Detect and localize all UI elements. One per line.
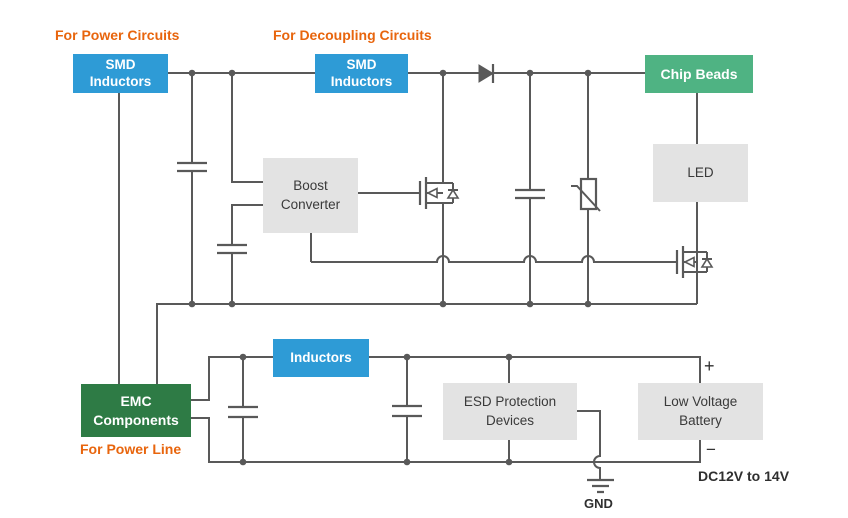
block-low-voltage-battery: Low Voltage Battery: [638, 383, 763, 440]
block-smd-inductors-decoupling[interactable]: SMD Inductors: [315, 54, 408, 93]
block-smd-inductors-power[interactable]: SMD Inductors: [73, 54, 168, 93]
capacitor-symbol: [392, 357, 422, 462]
ground-label: GND: [584, 496, 613, 511]
junction-dots: [188, 69, 592, 466]
capacitor-symbol: [515, 188, 545, 200]
block-emc-components[interactable]: EMC Components: [81, 384, 191, 437]
block-boost-converter: Boost Converter: [263, 158, 358, 233]
capacitor-symbol: [177, 161, 207, 173]
mosfet-symbol: [675, 246, 714, 278]
label-for-power-line: For Power Line: [80, 441, 182, 457]
wires: [118, 72, 701, 479]
mosfet-symbol: [418, 177, 460, 209]
block-esd-protection-devices: ESD Protection Devices: [443, 383, 577, 440]
capacitor-symbol: [228, 357, 258, 462]
label-for-power-circuits: For Power Circuits: [55, 27, 180, 43]
battery-negative-terminal-label: −: [706, 440, 716, 459]
capacitor-symbol: [217, 243, 247, 255]
block-led: LED: [653, 144, 748, 202]
block-inductors[interactable]: Inductors: [273, 339, 369, 377]
block-chip-beads[interactable]: Chip Beads: [645, 55, 753, 93]
battery-voltage-label: DC12V to 14V: [698, 468, 790, 484]
diode-symbol: [478, 64, 495, 83]
ground-symbol: [587, 478, 614, 494]
battery-positive-terminal-label: +: [704, 356, 715, 376]
varistor-symbol: [571, 177, 601, 212]
label-for-decoupling-circuits: For Decoupling Circuits: [273, 27, 432, 43]
